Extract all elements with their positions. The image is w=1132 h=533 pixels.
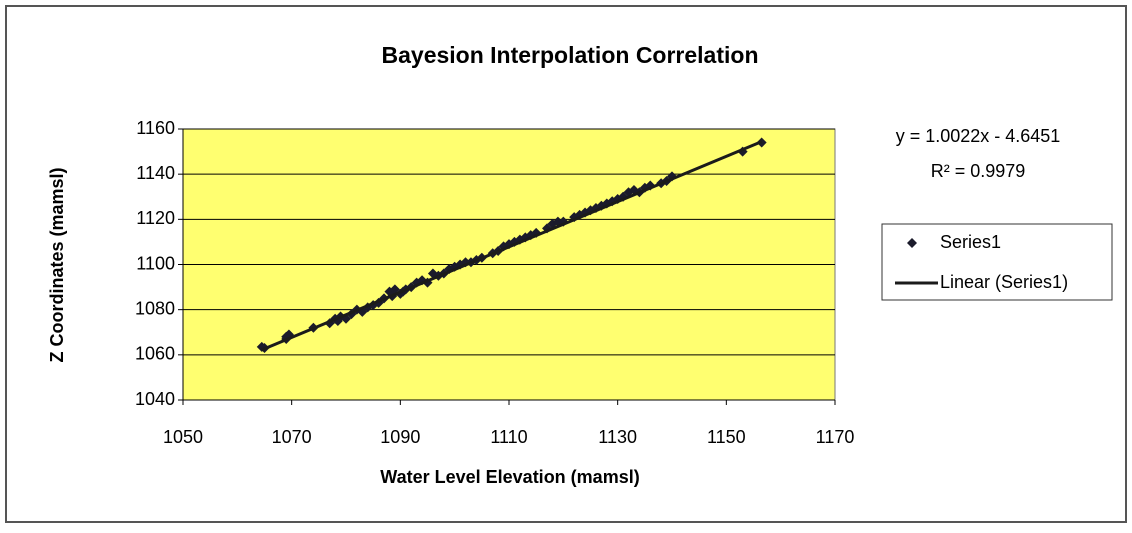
legend-label: Linear (Series1) xyxy=(940,272,1068,292)
trend-equation: y = 1.0022x - 4.6451 xyxy=(896,126,1061,146)
x-tick-label: 1170 xyxy=(816,427,855,447)
y-tick-label: 1160 xyxy=(136,118,175,138)
y-tick-label: 1060 xyxy=(135,344,175,364)
chart-title: Bayesion Interpolation Correlation xyxy=(382,42,759,68)
x-tick-label: 1110 xyxy=(490,427,527,447)
x-tick-label: 1050 xyxy=(163,427,203,447)
y-axis-label: Z Coordinates (mamsl) xyxy=(47,167,67,362)
y-tick-label: 1100 xyxy=(136,253,175,273)
x-tick-label: 1130 xyxy=(598,427,637,447)
x-tick-label: 1150 xyxy=(707,427,746,447)
y-tick-label: 1120 xyxy=(136,208,175,228)
x-tick-label: 1090 xyxy=(380,427,420,447)
legend-marker xyxy=(907,238,917,248)
x-axis-label: Water Level Elevation (mamsl) xyxy=(380,467,639,487)
legend-box xyxy=(881,223,1113,301)
legend-label: Series1 xyxy=(940,232,1001,252)
x-tick-label: 1070 xyxy=(272,427,312,447)
trendline xyxy=(261,140,763,352)
y-tick-label: 1080 xyxy=(135,298,175,318)
y-tick-label: 1140 xyxy=(136,163,175,183)
y-tick-label: 1040 xyxy=(135,389,175,409)
trend-r-squared: R² = 0.9979 xyxy=(931,161,1026,181)
